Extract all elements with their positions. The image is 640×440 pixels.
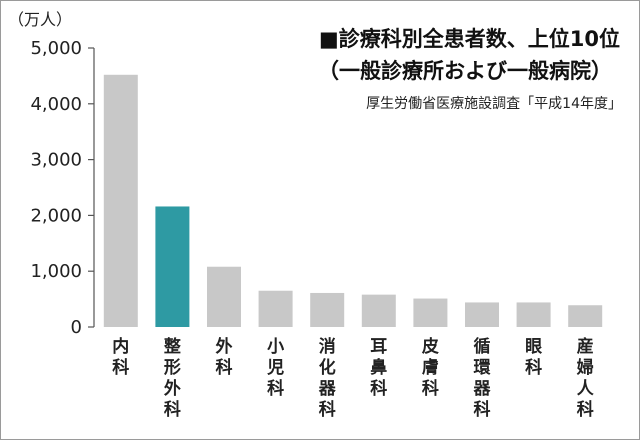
y-unit-label: （万人） — [8, 10, 72, 29]
bar — [413, 298, 448, 327]
x-axis-labels: 内科 整形外科 外科 小児科 消化器科 耳鼻科 皮膚科 循環器科 眼科 産婦人科 — [112, 336, 594, 420]
source-note: 厚生労働省医療施設調査「平成14年度」 — [366, 95, 622, 112]
y-tick-label: 2,000 — [30, 205, 82, 226]
bar — [361, 294, 396, 327]
bars — [103, 74, 603, 327]
y-tick-label: 4,000 — [30, 94, 82, 115]
y-axis: 0 1,000 2,000 3,000 4,000 5,000 — [30, 38, 95, 338]
x-tick-label: 整形外科 — [164, 336, 181, 420]
bar — [310, 292, 345, 327]
x-tick-label: 小児科 — [266, 337, 284, 399]
y-tick-label: 3,000 — [30, 150, 82, 171]
bar — [568, 305, 603, 327]
x-tick-label: 循環器科 — [473, 336, 492, 420]
x-tick-label: 耳鼻科 — [370, 337, 387, 399]
bar — [258, 290, 293, 327]
y-tick-label: 0 — [71, 317, 82, 338]
x-tick-label: 眼科 — [525, 337, 542, 378]
chart-title: ■診療科別全患者数、上位10位 — [319, 27, 620, 51]
bar — [465, 302, 499, 327]
x-tick-label: 内科 — [112, 336, 129, 378]
bar — [103, 74, 138, 327]
bar — [516, 302, 551, 327]
bar — [155, 206, 190, 327]
bar — [207, 266, 241, 327]
x-tick-label: 皮膚科 — [422, 336, 439, 399]
y-tick-label: 5,000 — [30, 38, 82, 59]
y-tick-label: 1,000 — [30, 261, 82, 282]
x-tick-label: 消化器科 — [318, 336, 337, 420]
x-tick-label: 外科 — [216, 336, 233, 378]
chart-subtitle: （一般診療所および一般病院） — [318, 59, 612, 83]
x-tick-label: 産婦人科 — [576, 336, 595, 420]
